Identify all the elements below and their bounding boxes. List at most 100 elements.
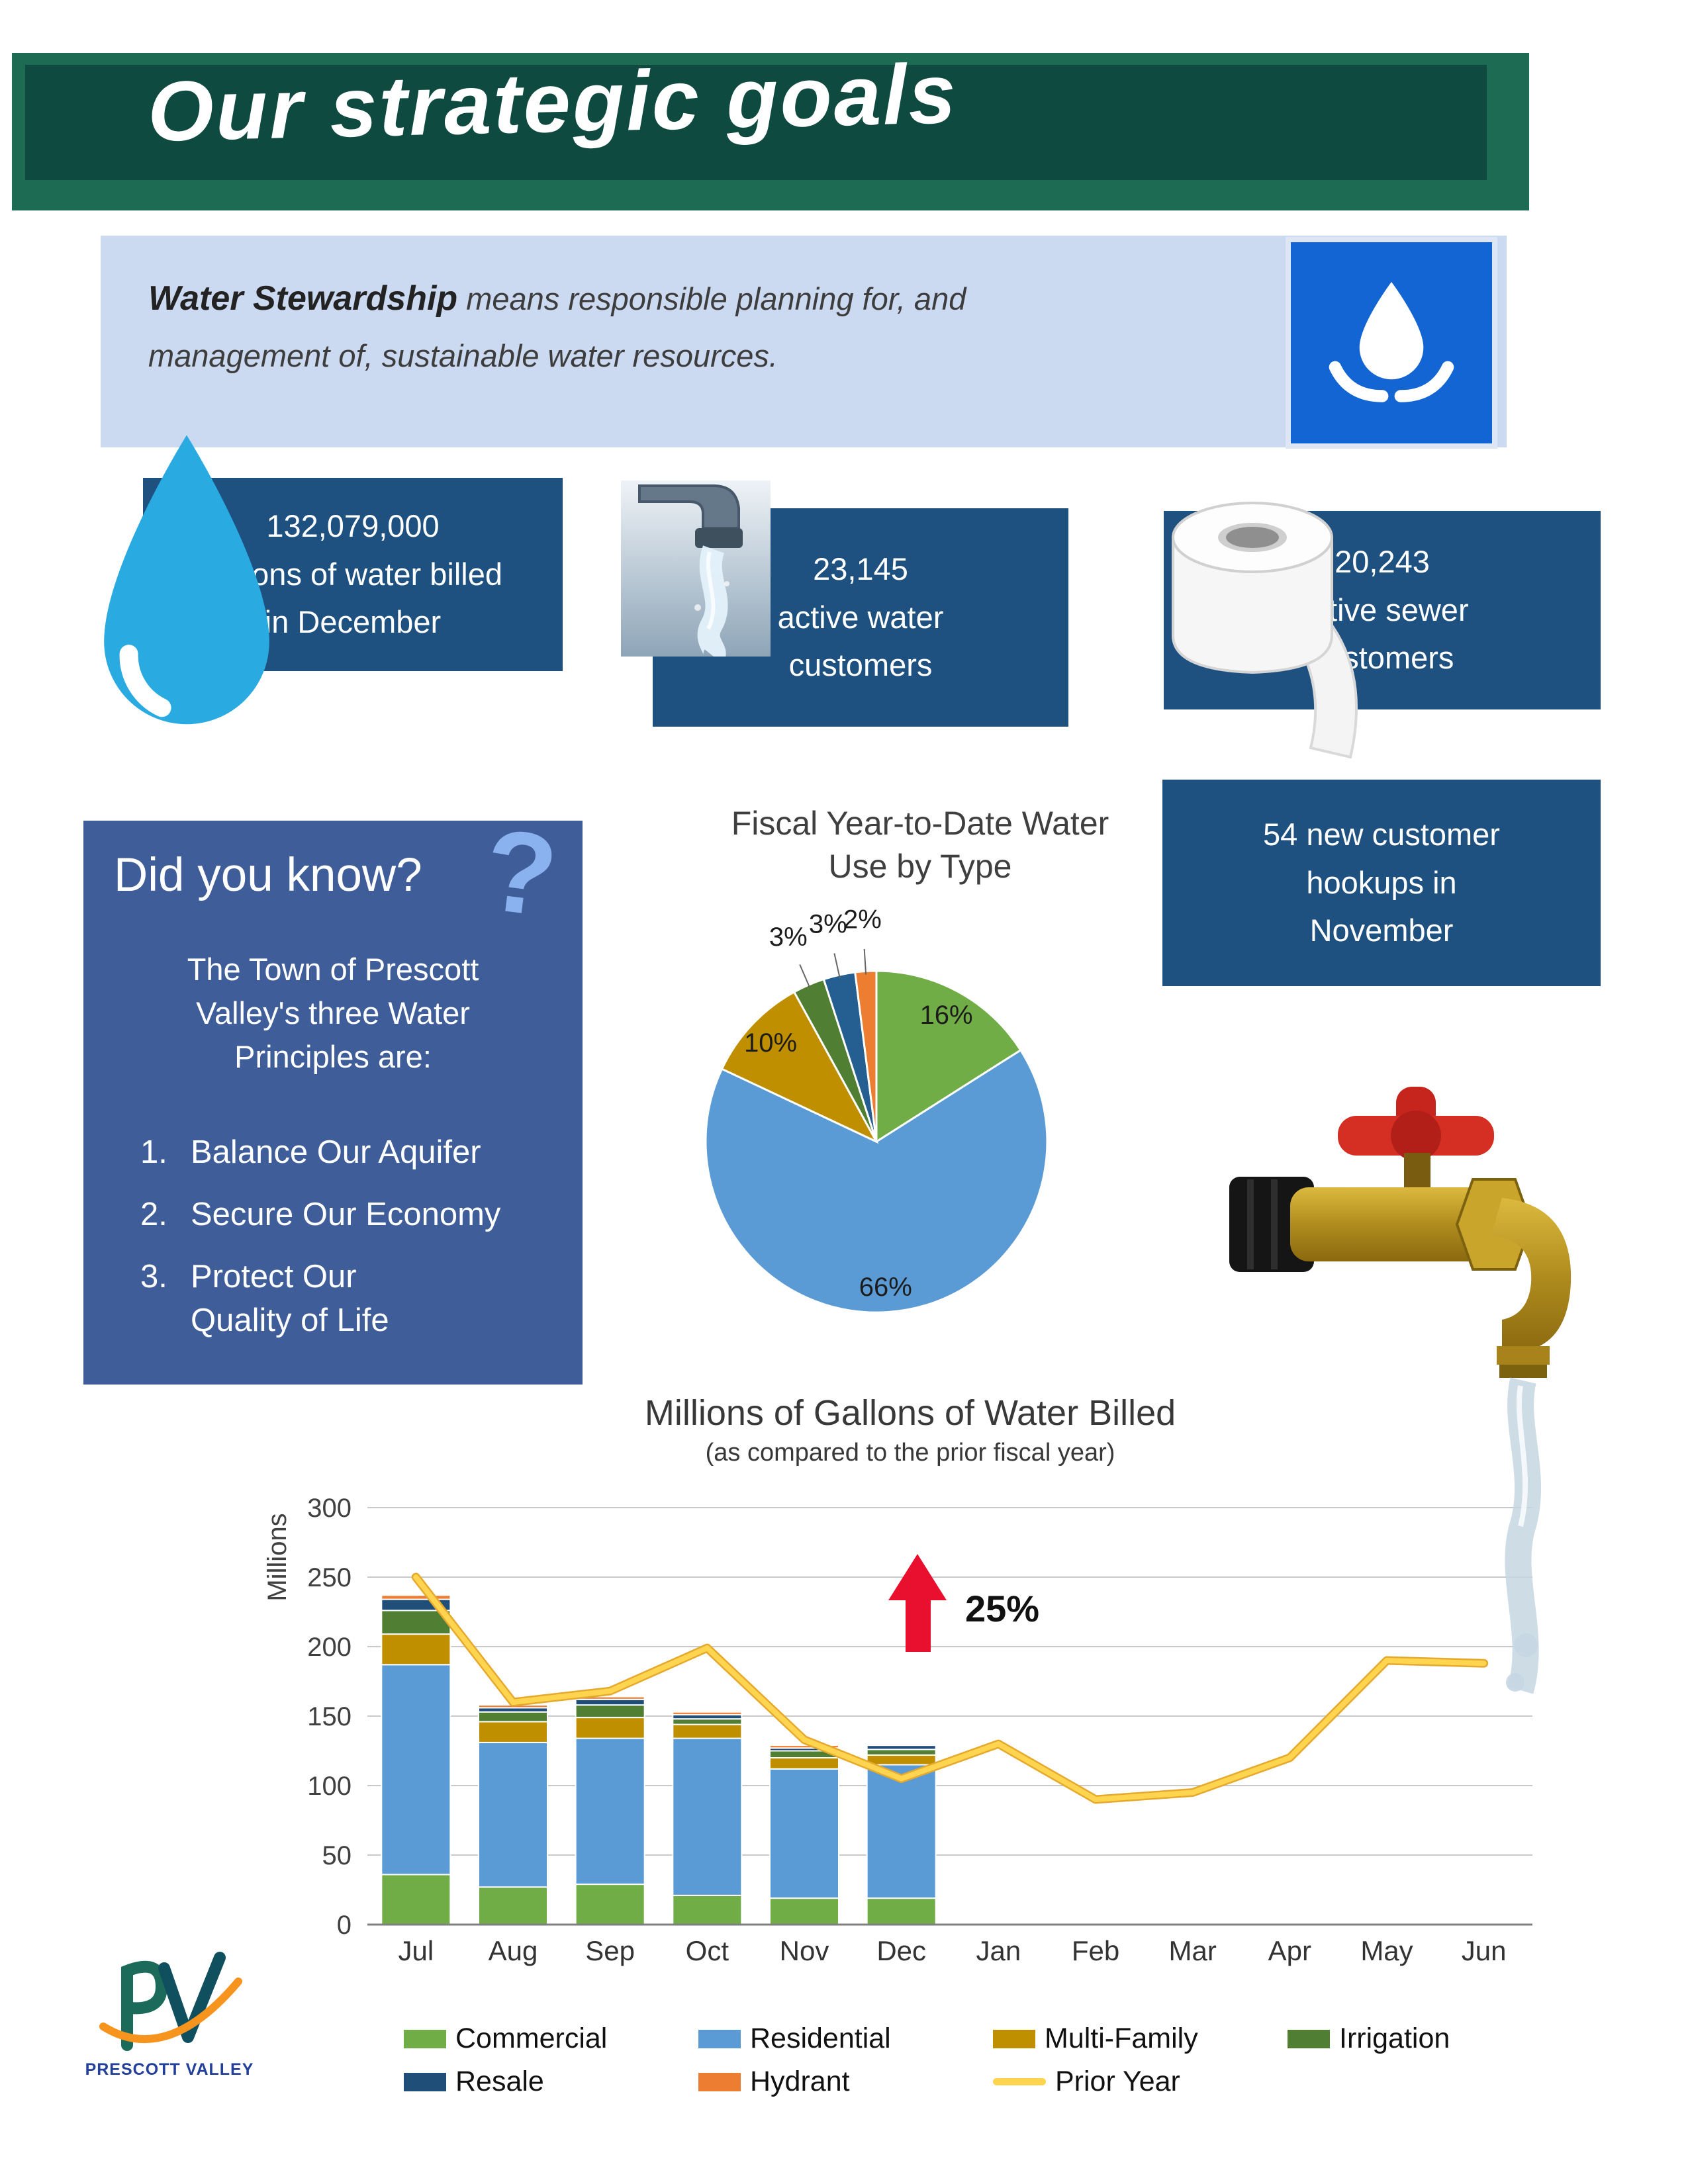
stat-value: 23,145 [813, 551, 908, 586]
bar-segment-hydrant [381, 1594, 451, 1600]
y-axis-label: Millions [263, 1513, 292, 1601]
legend-item-multi-family: Multi-Family [993, 2023, 1288, 2055]
question-mark-icon: ? [477, 805, 564, 942]
bar-segment-residential [769, 1768, 839, 1899]
bar-segment-residential [575, 1737, 645, 1886]
bar-segment-multi-family [672, 1723, 743, 1739]
bar-chart-title: Millions of Gallons of Water Billed [644, 1393, 1176, 1433]
page-title: Our strategic goals [146, 46, 959, 159]
y-tick-label: 0 [337, 1911, 352, 1940]
bar-segment-commercial [478, 1886, 548, 1925]
bar-segment-irrigation [672, 1718, 743, 1725]
principle-item: 2. Secure Our Economy [140, 1193, 500, 1236]
pie-label: 2% [843, 905, 882, 934]
x-category-label: Aug [489, 1935, 538, 1966]
y-tick-label: 250 [307, 1563, 352, 1592]
pie-label: 16% [920, 1001, 973, 1030]
legend-item-resale: Resale [404, 2066, 698, 2098]
header-banner-inner [25, 65, 1487, 180]
legend-swatch [698, 2029, 741, 2048]
stewardship-line2: management of, sustainable water resourc… [148, 338, 778, 373]
principle-number: 1. [140, 1134, 167, 1170]
logo-p [121, 1960, 168, 2051]
stat-label-line: active water [777, 599, 944, 635]
legend-label: Commercial [455, 2023, 608, 2054]
hands-drop-graphic [1329, 282, 1454, 402]
x-category-label: Mar [1168, 1935, 1216, 1966]
faucet-photo [621, 480, 771, 664]
pie-leader-line [799, 964, 811, 989]
legend-item-hydrant: Hydrant [698, 2066, 993, 2098]
bar-segment-commercial [769, 1897, 839, 1925]
legend-swatch [993, 2078, 1046, 2085]
left-hand-shape [1329, 361, 1389, 402]
x-category-label: Jan [976, 1935, 1021, 1966]
pie-chart: 16% 66% 10% 3% 3% 2% [655, 880, 1119, 1347]
bar-segment-hydrant [866, 1743, 937, 1747]
bar-segment-residential [381, 1664, 451, 1876]
x-category-label: Oct [686, 1935, 729, 1966]
spout [1491, 1198, 1571, 1354]
legend-item-prior-year: Prior Year [993, 2066, 1288, 2098]
big-drop-shape [104, 435, 269, 725]
valve-stem [1404, 1153, 1430, 1190]
stat-label-line: 54 new customer [1263, 816, 1500, 852]
legend-swatch [993, 2029, 1035, 2048]
faucet-with-water-graphic [1221, 1076, 1605, 1715]
legend-label: Resale [455, 2066, 544, 2097]
principle-text: Balance Our Aquifer [191, 1134, 481, 1170]
stat-value: 20,243 [1335, 543, 1430, 579]
stat-label-line: customers [788, 647, 933, 683]
x-category-label: Dec [876, 1935, 926, 1966]
stat-label-line: November [1309, 913, 1454, 948]
x-category-label: Jul [398, 1935, 434, 1966]
water-drop-svg [104, 435, 269, 725]
y-tick-label: 50 [322, 1841, 352, 1870]
bar-line-chart: 0 50 100 150 200 250 300 Millions Jul Aug Sep Oct No… [252, 1481, 1582, 2007]
stat-value: 132,079,000 [266, 508, 440, 543]
water-droplet [1506, 1673, 1524, 1692]
tap-nozzle [695, 528, 743, 548]
bar-segment-residential [672, 1737, 743, 1896]
pie-label: 10% [744, 1028, 797, 1058]
legend-label: Prior Year [1055, 2066, 1180, 2097]
spout-tip [1497, 1346, 1550, 1365]
water-highlight [706, 551, 716, 630]
hands-holding-water-drop-icon [1291, 242, 1492, 443]
pie-label: 3% [769, 923, 808, 952]
drop-shape [1359, 282, 1424, 380]
roll-hole-inner [1226, 527, 1279, 548]
legend-label: Multi-Family [1045, 2023, 1198, 2054]
pie-leader-line [863, 948, 867, 975]
bar-chart-subtitle: (as compared to the prior fiscal year) [705, 1439, 1115, 1467]
principle-text: Protect Our Quality of Life [191, 1259, 389, 1339]
bar-segment-commercial [866, 1897, 937, 1925]
legend-swatch [1288, 2029, 1330, 2048]
water-principles-list: 1. Balance Our Aquifer 2. Secure Our Eco… [140, 1130, 500, 1361]
pie-leader-line [833, 953, 841, 979]
chart-legend: Commercial Residential Multi-Family Irrigat… [404, 2023, 1566, 2098]
legend-item-commercial: Commercial [404, 2023, 698, 2055]
legend-label: Hydrant [750, 2066, 850, 2097]
bar-segment-commercial [672, 1894, 743, 1926]
water-droplet [1514, 1633, 1538, 1657]
legend-item-residential: Residential [698, 2023, 993, 2055]
y-tick-label: 100 [307, 1772, 352, 1801]
bar-segment-irrigation [478, 1711, 548, 1723]
pie-label: 3% [809, 910, 847, 939]
toilet-paper-photo [1149, 474, 1381, 766]
legend-label: Irrigation [1339, 2023, 1450, 2054]
pie-slice-multi-family [720, 990, 879, 1144]
legend-swatch [698, 2072, 741, 2091]
prescott-valley-logo: PRESCOTT VALLEY [83, 1950, 256, 2079]
logo-swoosh [99, 1978, 242, 2044]
pie-chart-svg: 16%66%10%3% 3%2% [704, 905, 1049, 1314]
prior-year-line [413, 1574, 1487, 1802]
stat-label-line: hookups in [1306, 864, 1457, 900]
bar-segment-multi-family [381, 1633, 451, 1666]
y-tick-label: 200 [307, 1633, 352, 1662]
up-arrow-icon [888, 1554, 947, 1652]
y-tick-label: 150 [307, 1702, 352, 1731]
bar-segment-resale [575, 1698, 645, 1706]
faucet-body [1290, 1187, 1489, 1261]
